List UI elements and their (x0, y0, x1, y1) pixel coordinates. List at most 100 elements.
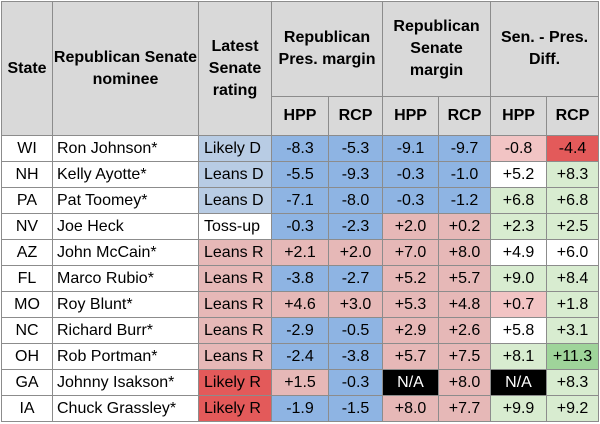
diff-hpp-cell: +5.2 (490, 161, 548, 188)
diff-rcp-cell: +6.0 (546, 239, 600, 266)
state-cell: NC (1, 317, 53, 344)
state-cell: MO (1, 291, 53, 318)
pres-hpp-cell: +2.1 (271, 239, 329, 266)
header-state: State (1, 1, 53, 136)
table-row: NH Kelly Ayotte* Leans D -5.5 -9.3 -0.3 -1.0 +5… (1, 161, 600, 188)
senate-rcp-cell: +8.0 (438, 369, 492, 396)
senate-rcp-cell: +7.7 (438, 395, 492, 422)
nominee-cell: Kelly Ayotte* (52, 161, 199, 188)
nominee-cell: Johnny Isakson* (52, 369, 199, 396)
senate-rcp-cell: +2.6 (438, 317, 492, 344)
rating-cell: Likely R (198, 395, 272, 422)
table-body: WI Ron Johnson* Likely D -8.3 -5.3 -9.1 -9.7 -0… (1, 135, 600, 422)
senate-hpp-cell: +2.0 (382, 213, 440, 240)
diff-hpp-cell: +5.8 (490, 317, 548, 344)
subheader-senate-hpp: HPP (382, 96, 440, 136)
senate-hpp-cell: +2.9 (382, 317, 440, 344)
pres-hpp-cell: -3.8 (271, 265, 329, 292)
state-cell: FL (1, 265, 53, 292)
nominee-cell: Richard Burr* (52, 317, 199, 344)
pres-rcp-cell: -2.7 (327, 265, 384, 292)
pres-hpp-cell: -7.1 (271, 187, 329, 214)
pres-hpp-cell: +4.6 (271, 291, 329, 318)
pres-rcp-cell: +3.0 (327, 291, 384, 318)
nominee-cell: Pat Toomey* (52, 187, 199, 214)
subheader-pres-hpp: HPP (271, 96, 329, 136)
pres-hpp-cell: -2.4 (271, 343, 329, 370)
senate-rcp-cell: +4.8 (438, 291, 492, 318)
rating-cell: Leans R (198, 317, 272, 344)
senate-hpp-cell: -0.3 (382, 161, 440, 188)
diff-rcp-cell: +8.3 (546, 369, 600, 396)
diff-hpp-cell: +9.0 (490, 265, 548, 292)
rating-cell: Leans R (198, 239, 272, 266)
subheader-senate-rcp: RCP (438, 96, 492, 136)
diff-hpp-cell: -0.8 (490, 135, 548, 162)
rating-cell: Leans D (198, 187, 272, 214)
state-cell: OH (1, 343, 53, 370)
diff-hpp-cell: N/A (490, 369, 548, 396)
header-rating: Latest Senate rating (198, 1, 272, 136)
senate-hpp-cell: -0.3 (382, 187, 440, 214)
state-cell: WI (1, 135, 53, 162)
rating-cell: Leans R (198, 265, 272, 292)
diff-hpp-cell: +0.7 (490, 291, 548, 318)
state-cell: GA (1, 369, 53, 396)
header-nominee: Republican Senate nominee (52, 1, 199, 136)
senate-rcp-cell: +8.0 (438, 239, 492, 266)
nominee-cell: Marco Rubio* (52, 265, 199, 292)
senate-rcp-cell: +0.2 (438, 213, 492, 240)
pres-rcp-cell: -0.5 (327, 317, 384, 344)
pres-rcp-cell: -0.3 (327, 369, 384, 396)
pres-rcp-cell: -1.5 (327, 395, 384, 422)
state-cell: IA (1, 395, 53, 422)
table-row: PA Pat Toomey* Leans D -7.1 -8.0 -0.3 -1.2 +6.8… (1, 187, 600, 214)
table-row: FL Marco Rubio* Leans R -3.8 -2.7 +5.2 +5.7 +9.… (1, 265, 600, 292)
senate-hpp-cell: -9.1 (382, 135, 440, 162)
state-cell: PA (1, 187, 53, 214)
senate-rcp-cell: -9.7 (438, 135, 492, 162)
rating-cell: Toss-up (198, 213, 272, 240)
nominee-cell: Chuck Grassley* (52, 395, 199, 422)
diff-rcp-cell: +6.8 (546, 187, 600, 214)
nominee-cell: Roy Blunt* (52, 291, 199, 318)
nominee-cell: Rob Portman* (52, 343, 199, 370)
senate-hpp-cell: +5.7 (382, 343, 440, 370)
subheader-pres-rcp: RCP (327, 96, 384, 136)
diff-hpp-cell: +8.1 (490, 343, 548, 370)
state-cell: AZ (1, 239, 53, 266)
diff-rcp-cell: +9.2 (546, 395, 600, 422)
pres-hpp-cell: -8.3 (271, 135, 329, 162)
senate-hpp-cell: +5.3 (382, 291, 440, 318)
senate-rcp-cell: -1.2 (438, 187, 492, 214)
pres-rcp-cell: -8.0 (327, 187, 384, 214)
rating-cell: Likely D (198, 135, 272, 162)
senate-hpp-cell: +5.2 (382, 265, 440, 292)
nominee-cell: Joe Heck (52, 213, 199, 240)
subheader-diff-rcp: RCP (546, 96, 600, 136)
pres-rcp-cell: -3.8 (327, 343, 384, 370)
pres-hpp-cell: -5.5 (271, 161, 329, 188)
table-row: WI Ron Johnson* Likely D -8.3 -5.3 -9.1 -9.7 -0… (1, 135, 600, 162)
table-row: GA Johnny Isakson* Likely R +1.5 -0.3 N/A +8.0… (1, 369, 600, 396)
diff-hpp-cell: +9.9 (490, 395, 548, 422)
header-pres-margin: Republican Pres. margin (270, 1, 384, 97)
diff-rcp-cell: -4.4 (546, 135, 600, 162)
nominee-cell: John McCain* (52, 239, 199, 266)
diff-rcp-cell: +8.4 (546, 265, 600, 292)
diff-rcp-cell: +8.3 (546, 161, 600, 188)
pres-rcp-cell: +2.0 (327, 239, 384, 266)
pres-hpp-cell: -2.9 (271, 317, 329, 344)
header-diff: Sen. - Pres. Diff. (490, 1, 600, 97)
senate-rcp-cell: +5.7 (438, 265, 492, 292)
table-row: MO Roy Blunt* Leans R +4.6 +3.0 +5.3 +4.8 +0.7 +… (1, 291, 600, 318)
subheader-diff-hpp: HPP (490, 96, 548, 136)
nominee-cell: Ron Johnson* (52, 135, 199, 162)
pres-rcp-cell: -9.3 (327, 161, 384, 188)
diff-hpp-cell: +2.3 (490, 213, 548, 240)
diff-rcp-cell: +11.3 (546, 343, 600, 370)
table-row: AZ John McCain* Leans R +2.1 +2.0 +7.0 +8.0 +4.… (1, 239, 600, 266)
pres-hpp-cell: -0.3 (271, 213, 329, 240)
table-row: IA Chuck Grassley* Likely R -1.9 -1.5 +8.0 +7.… (1, 395, 600, 422)
